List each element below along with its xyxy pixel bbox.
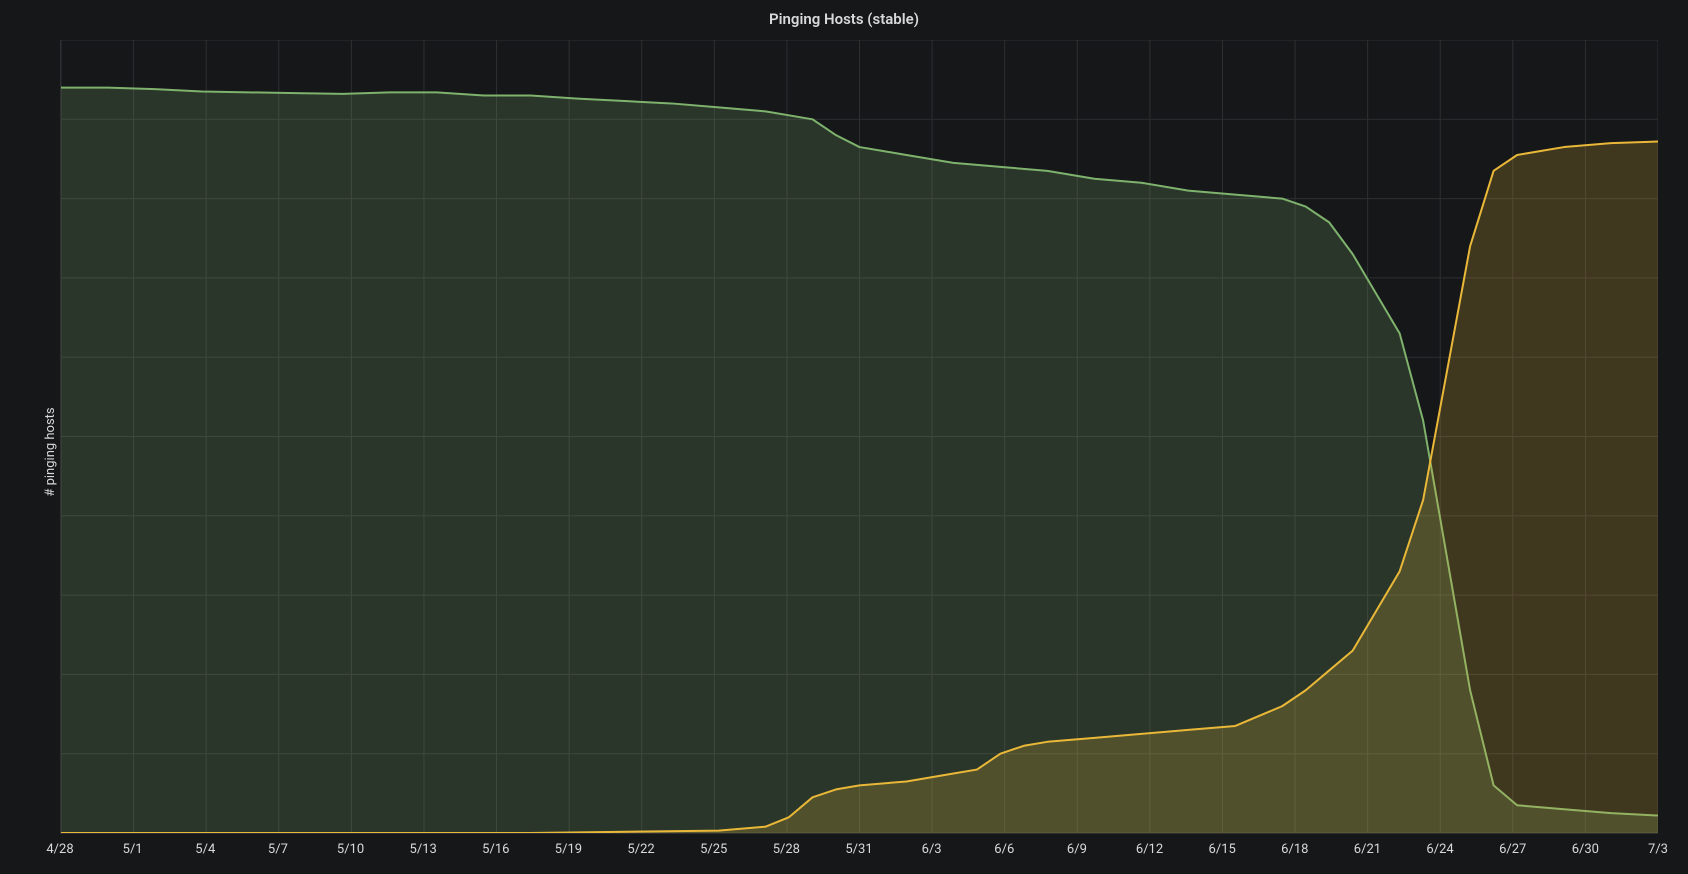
x-tick-label: 5/28: [773, 842, 800, 857]
x-tick-label: 6/21: [1354, 842, 1381, 857]
x-tick-label: 5/19: [555, 842, 582, 857]
y-axis-title: # pinging hosts: [43, 407, 58, 496]
x-tick-label: 5/31: [845, 842, 872, 857]
x-tick-label: 5/13: [410, 842, 437, 857]
x-tick-label: 7/3: [1648, 842, 1668, 857]
plot-svg: [61, 40, 1658, 833]
x-tick-label: 5/22: [627, 842, 654, 857]
x-axis-labels: 4/285/15/45/75/105/135/165/195/225/255/2…: [60, 842, 1658, 862]
x-tick-label: 6/6: [994, 842, 1014, 857]
x-tick-label: 6/30: [1572, 842, 1599, 857]
chart-panel: Pinging Hosts (stable) # pinging hosts 4…: [0, 0, 1688, 874]
x-tick-label: 6/15: [1209, 842, 1236, 857]
x-tick-label: 5/25: [700, 842, 727, 857]
x-tick-label: 5/1: [123, 842, 143, 857]
x-tick-label: 6/18: [1281, 842, 1308, 857]
x-tick-label: 6/27: [1499, 842, 1526, 857]
chart-wrap: # pinging hosts 4/28 5/1 5/4 5/7 5/10 5/13 5/1…: [0, 30, 1688, 874]
x-tick-label: 5/4: [195, 842, 215, 857]
x-tick-label: 6/12: [1136, 842, 1163, 857]
x-tick-label: 5/16: [482, 842, 509, 857]
x-tick-label: 6/24: [1426, 842, 1453, 857]
x-tick-label: 5/7: [268, 842, 288, 857]
x-tick-label: 6/9: [1067, 842, 1087, 857]
x-tick-label: 5/10: [337, 842, 364, 857]
x-tick-label: 4/28: [46, 842, 73, 857]
x-tick-label: 6/3: [922, 842, 942, 857]
chart-title: Pinging Hosts (stable): [0, 0, 1688, 30]
plot-area[interactable]: [60, 40, 1658, 834]
